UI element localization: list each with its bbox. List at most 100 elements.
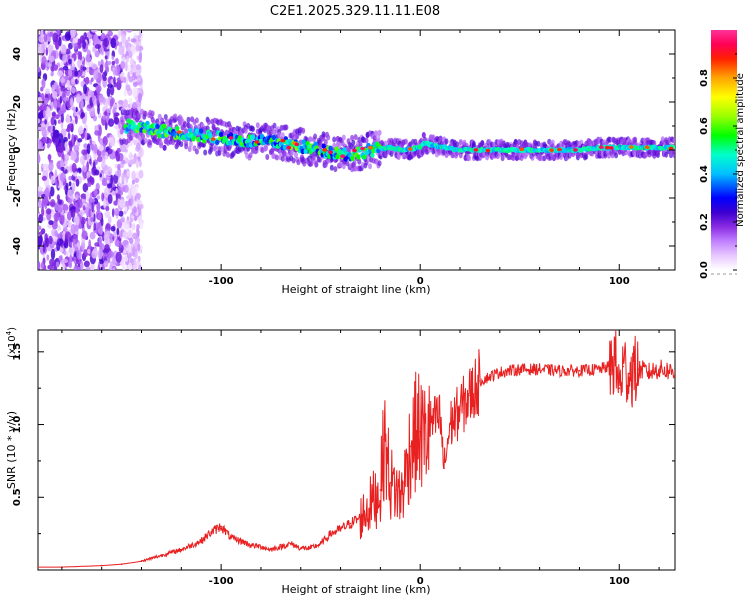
spectrogram-halo-blob <box>338 161 343 168</box>
spectrogram-noise-blob <box>68 181 72 187</box>
spectrogram-halo-blob <box>438 136 443 143</box>
spectrogram-noise-blob <box>122 186 126 192</box>
spectrogram-noise-blob <box>83 260 90 268</box>
spectrogram-noise-blob <box>86 66 90 73</box>
spectrogram-halo-blob <box>345 160 350 167</box>
snr-data-point <box>140 560 143 563</box>
snr-data-point <box>479 380 481 382</box>
spectrogram-noise-blob <box>108 250 114 258</box>
spectrogram-noise-blob <box>80 112 86 118</box>
spectrogram-noise-blob <box>106 87 111 97</box>
snr-frame <box>37 329 676 571</box>
spectrogram-noise-blob <box>89 231 96 240</box>
spectrogram-noise-blob <box>48 161 54 172</box>
snr-data-point <box>200 540 202 542</box>
spectrogram-noise-blob <box>134 239 138 250</box>
spectrogram-noise-blob <box>96 156 103 163</box>
spectrogram-halo-blob <box>248 152 253 159</box>
spectrogram-noise-blob <box>65 115 71 124</box>
snr-data-point <box>379 489 382 491</box>
spectrogram-noise-blob <box>135 44 140 52</box>
spectrogram-noise-blob <box>103 37 109 48</box>
snr-data-point <box>648 371 650 374</box>
spectrogram-halo-blob <box>332 136 337 143</box>
spectrogram-noise-blob <box>137 92 142 103</box>
spectrogram-ridge-blob <box>175 125 180 131</box>
spectrogram-noise-blob <box>42 196 49 205</box>
spectrogram-noise-blob <box>103 198 107 209</box>
spectrogram-noise-blob <box>57 133 64 144</box>
spectrogram-noise-blob <box>131 170 136 181</box>
spectrogram-noise-blob <box>98 94 104 103</box>
spectrogram-noise-blob <box>82 60 85 67</box>
spectrogram-noise-blob <box>120 76 124 82</box>
spectrogram-noise-blob <box>135 64 141 71</box>
spectrogram-noise-blob <box>76 141 81 147</box>
spectrogram-noise-blob <box>70 78 76 85</box>
spectrogram-halo-blob <box>187 146 192 152</box>
spectrogram-noise-blob <box>41 175 48 181</box>
spectrogram-noise-blob <box>98 112 102 119</box>
spectrogram-halo-blob <box>162 144 167 151</box>
spectrogram-noise-blob <box>38 225 42 231</box>
snr-data-point <box>674 371 675 373</box>
spectrogram-ytick-label: 40 <box>12 47 23 61</box>
spectrogram-ridge-blob <box>157 133 162 139</box>
spectrogram-noise-blob <box>57 237 64 247</box>
spectrogram-noise-blob <box>84 130 88 141</box>
colorbar-tick-label: 0.2 <box>699 213 710 231</box>
snr-data-point <box>270 548 272 551</box>
spectrogram-noise-blob <box>46 143 50 149</box>
spectrogram-noise-blob <box>122 263 126 270</box>
spectrogram-noise-blob <box>65 128 71 132</box>
spectrogram-noise-blob <box>103 115 107 121</box>
snr-data-point <box>415 431 418 433</box>
spectrogram-noise-blob <box>122 230 128 239</box>
spectrogram-noise-blob <box>47 264 53 270</box>
spectrogram-noise-blob <box>69 254 72 264</box>
snr-xtick-label: 0 <box>417 576 424 587</box>
spectrogram-noise-blob <box>132 139 139 144</box>
spectrogram-noise-blob <box>122 240 129 245</box>
spectrogram-noise-blob <box>117 177 121 187</box>
spectrogram-noise-blob <box>139 84 143 90</box>
spectrogram-noise-blob <box>69 97 74 107</box>
spectrogram-noise-blob <box>129 58 135 66</box>
spectrogram-noise-blob <box>73 198 76 205</box>
spectrogram-noise-blob <box>71 57 75 67</box>
spectrogram-noise-blob <box>90 263 95 270</box>
snr-data-point <box>499 371 501 374</box>
spectrogram-noise-blob <box>94 50 100 58</box>
spectrogram-noise-blob <box>104 210 111 219</box>
spectrogram-noise-blob <box>135 192 141 200</box>
spectrogram-noise-blob <box>63 136 68 143</box>
spectrogram-noise-blob <box>109 264 113 270</box>
spectrogram-halo-blob <box>542 155 547 162</box>
colorbar-tick-label: 0.8 <box>699 69 710 87</box>
spectrogram-halo-blob <box>157 113 162 120</box>
spectrogram-noise-blob <box>99 64 104 74</box>
spectrogram-halo-blob <box>559 154 564 160</box>
snr-xtick-label: 100 <box>609 576 630 587</box>
snr-data-point <box>359 516 362 519</box>
snr-series-line <box>38 330 675 568</box>
spectrogram-noise-blob <box>59 215 65 225</box>
snr-data-point <box>608 365 611 368</box>
spectrogram-noise-blob <box>96 201 101 212</box>
spectrogram-halo-blob <box>325 158 329 165</box>
spectrogram-halo-blob <box>137 134 142 141</box>
spectrogram-halo-blob <box>203 149 208 156</box>
snr-data-point <box>638 368 640 371</box>
spectrogram-noise-blob <box>66 79 71 91</box>
spectrogram-ytick-label: 20 <box>12 95 23 109</box>
spectrogram-noise-blob <box>91 249 98 259</box>
spectrogram-noise-blob <box>50 71 54 77</box>
spectrogram-noise-blob <box>86 181 92 187</box>
spectrogram-noise-blob <box>56 84 60 95</box>
snr-data-point <box>220 525 222 528</box>
spectrogram-noise-blob <box>101 181 108 186</box>
spectrogram-noise-blob <box>98 144 104 152</box>
spectrogram-noise-blob <box>38 96 43 106</box>
spectrogram-halo-blob <box>186 116 191 123</box>
spectrogram-halo-blob <box>353 134 358 141</box>
